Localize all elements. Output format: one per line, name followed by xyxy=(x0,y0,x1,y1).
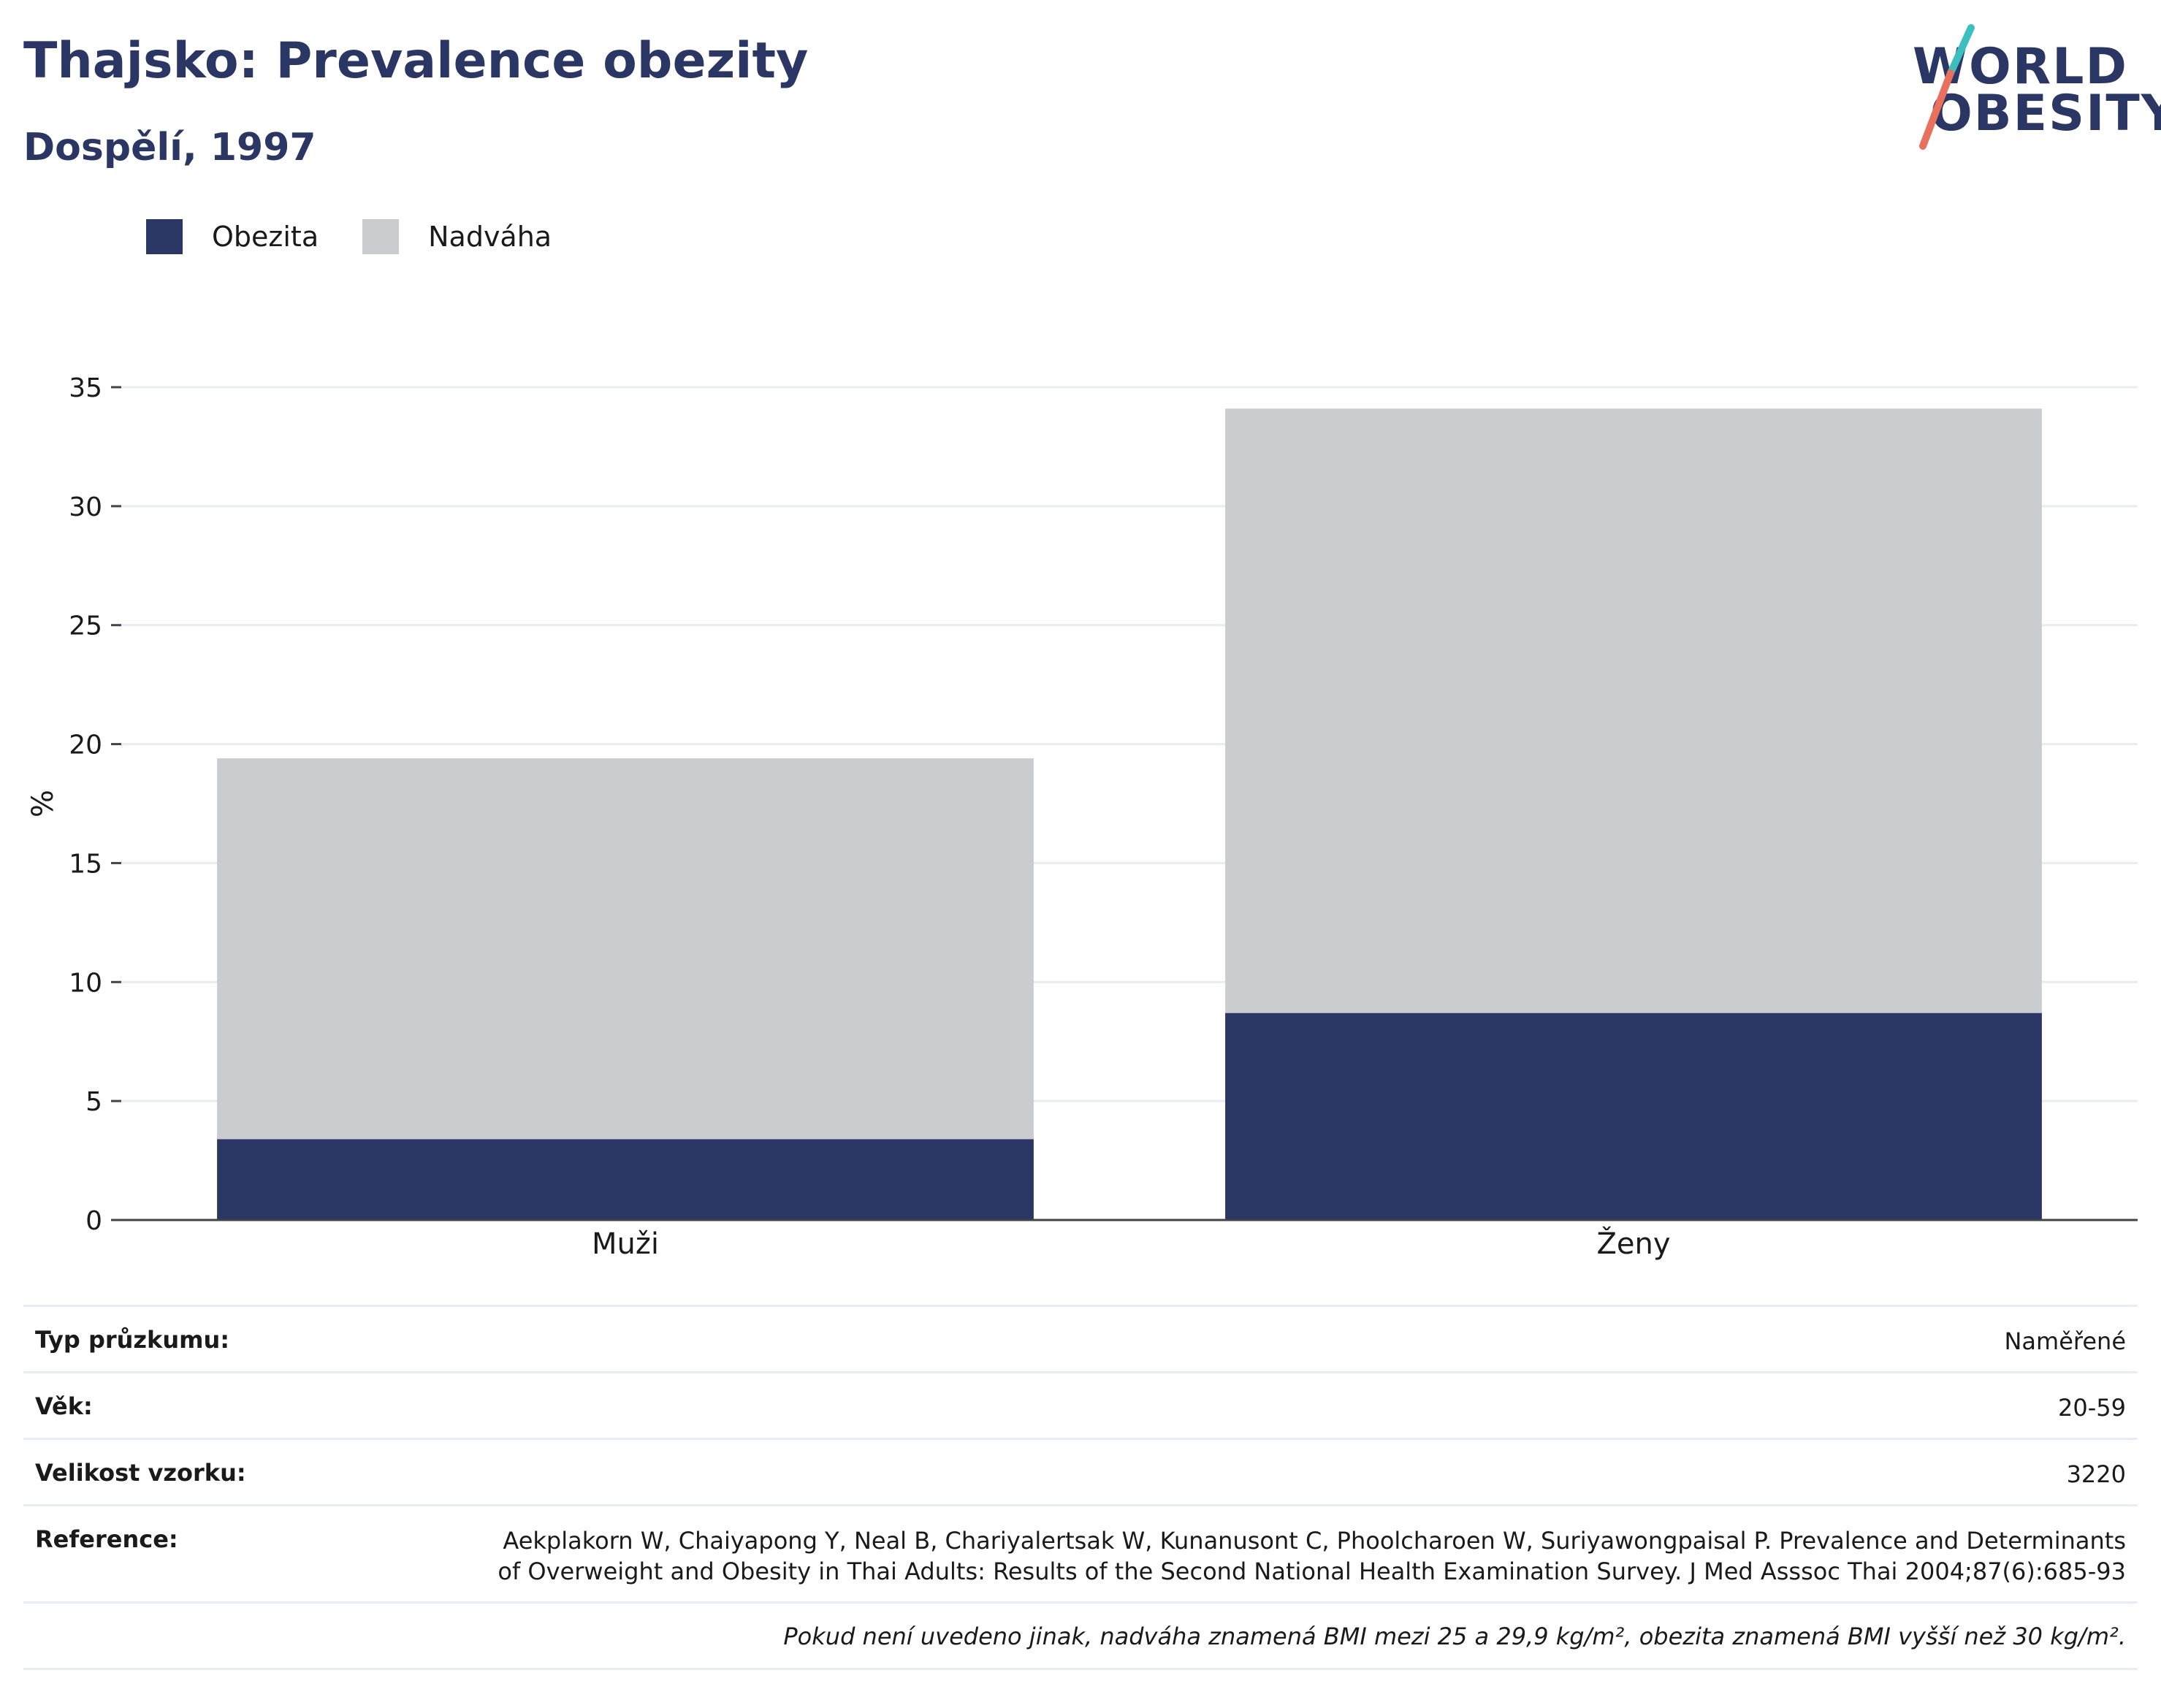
page-title: Thajsko: Prevalence obezity xyxy=(23,32,809,90)
bar-chart: 0 5 10 15 20 25 30 35% Muži Ženy xyxy=(26,373,2138,1261)
y-axis-label: % xyxy=(26,790,60,817)
y-tick-label: 15 xyxy=(69,849,102,879)
reference-text: Aekplakorn W, Chaiyapong Y, Neal B, Char… xyxy=(498,1527,2126,1585)
info-table: Typ průzkumu: Naměřené Věk: 20-59 Veliko… xyxy=(23,1305,2138,1670)
y-tick-label: 35 xyxy=(69,373,102,403)
legend-swatch-overweight xyxy=(362,219,400,254)
y-tick-label: 25 xyxy=(69,611,102,641)
legend-swatch-obesity xyxy=(146,219,183,254)
info-row-sample-size: Velikost vzorku: 3220 xyxy=(23,1438,2138,1504)
page-subtitle: Dospělí, 1997 xyxy=(23,126,316,169)
info-row-age: Věk: 20-59 xyxy=(23,1371,2138,1438)
bar-obesity xyxy=(1225,1013,2042,1220)
info-key: Typ průzkumu: xyxy=(35,1326,230,1354)
legend-item-overweight[interactable]: Nadváha xyxy=(362,219,552,254)
logo-slash-icon xyxy=(1919,24,1975,150)
info-row-reference: Reference: Aekplakorn W, Chaiyapong Y, N… xyxy=(23,1504,2138,1601)
info-value: 20-59 xyxy=(2058,1394,2126,1422)
y-tick-label: 30 xyxy=(69,492,102,522)
info-value: 3220 xyxy=(2066,1460,2126,1488)
world-obesity-logo: WORLD OBESITY xyxy=(1899,22,2161,153)
legend-label-obesity: Obezita xyxy=(212,221,319,253)
chart-legend: Obezita Nadváha xyxy=(146,218,595,256)
y-tick-label: 5 xyxy=(85,1087,102,1117)
legend-item-obesity[interactable]: Obezita xyxy=(146,219,319,254)
logo-line2: OBESITY xyxy=(1930,85,2161,142)
y-tick-label: 10 xyxy=(69,968,102,998)
y-tick-label: 0 xyxy=(85,1206,102,1236)
legend-label-overweight: Nadváha xyxy=(428,221,552,253)
info-row-survey-type: Typ průzkumu: Naměřené xyxy=(23,1305,2138,1371)
x-tick-label: Muži xyxy=(592,1227,659,1261)
footnote: Pokud není uvedeno jinak, nadváha znamen… xyxy=(23,1601,2138,1670)
info-value: Naměřené xyxy=(2004,1327,2126,1355)
info-key: Věk: xyxy=(35,1392,93,1420)
bar-overweight xyxy=(217,758,1034,1140)
bar-overweight xyxy=(1225,408,2042,1013)
bar-obesity xyxy=(217,1139,1034,1220)
y-tick-label: 20 xyxy=(69,731,102,760)
info-key: Velikost vzorku: xyxy=(35,1459,246,1487)
x-tick-label: Ženy xyxy=(1596,1226,1670,1261)
info-key: Reference: xyxy=(35,1525,178,1553)
